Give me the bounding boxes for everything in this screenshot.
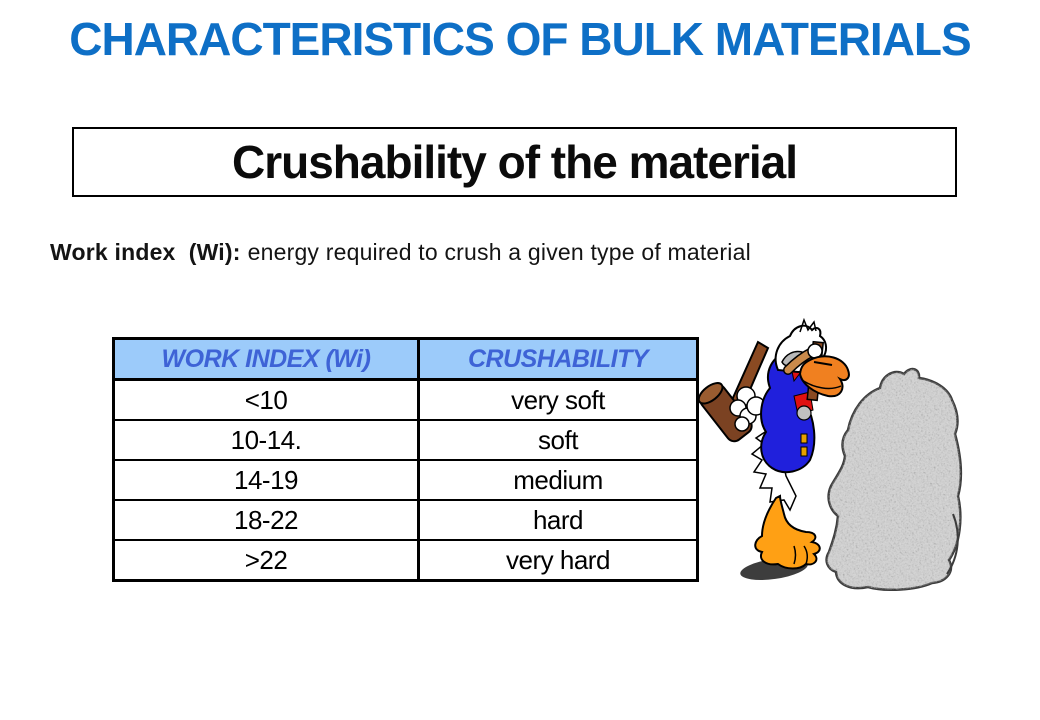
button <box>800 446 808 457</box>
angry-brow <box>813 361 833 366</box>
table-row: 10-14. soft <box>112 419 699 461</box>
beak-mouth-line <box>801 379 842 390</box>
rock-crack-line <box>946 513 959 575</box>
crushability-cell: medium <box>417 459 699 501</box>
toe-lines <box>793 545 809 565</box>
subtitle-box: Crushability of the material <box>72 127 957 197</box>
duck-crushing-rock-illustration <box>698 318 963 591</box>
work-index-cell: >22 <box>112 539 420 582</box>
work-index-cell: 14-19 <box>112 459 420 501</box>
crushability-cell: soft <box>417 419 699 461</box>
table-row: 18-22 hard <box>112 499 699 541</box>
button <box>800 433 808 444</box>
feather-fluff <box>729 386 766 432</box>
beak <box>798 355 850 398</box>
work-index-cell: <10 <box>112 378 420 421</box>
crushability-cell: very hard <box>417 539 699 582</box>
head-crest <box>799 318 817 333</box>
granite-boulder-icon <box>825 367 963 591</box>
work-index-cell: 10-14. <box>112 419 420 461</box>
table-header-row: WORK INDEX (Wi) CRUSHABILITY <box>112 337 699 381</box>
col-header-work-index: WORK INDEX (Wi) <box>112 337 420 381</box>
table-row: >22 very hard <box>112 539 699 582</box>
work-index-definition: Work index (Wi): energy required to crush… <box>50 239 751 266</box>
definition-term: Work index (Wi): <box>50 239 241 265</box>
crushability-table: WORK INDEX (Wi) CRUSHABILITY <10 very so… <box>112 337 699 582</box>
webbed-foot <box>754 494 821 570</box>
subtitle-text: Crushability of the material <box>231 136 798 188</box>
duck-with-mallet-and-chisel-icon <box>698 318 850 580</box>
crushability-cell: hard <box>417 499 699 541</box>
crushability-cell: very soft <box>417 378 699 421</box>
work-index-cell: 18-22 <box>112 499 420 541</box>
gray-glove <box>796 405 812 421</box>
mallet-icon <box>698 340 770 443</box>
table-row: 14-19 medium <box>112 459 699 501</box>
col-header-crushability: CRUSHABILITY <box>417 337 699 381</box>
table-row: <10 very soft <box>112 378 699 421</box>
slide-title: CHARACTERISTICS OF BULK MATERIALS <box>69 13 971 65</box>
definition-text: energy required to crush a given type of… <box>247 239 751 265</box>
